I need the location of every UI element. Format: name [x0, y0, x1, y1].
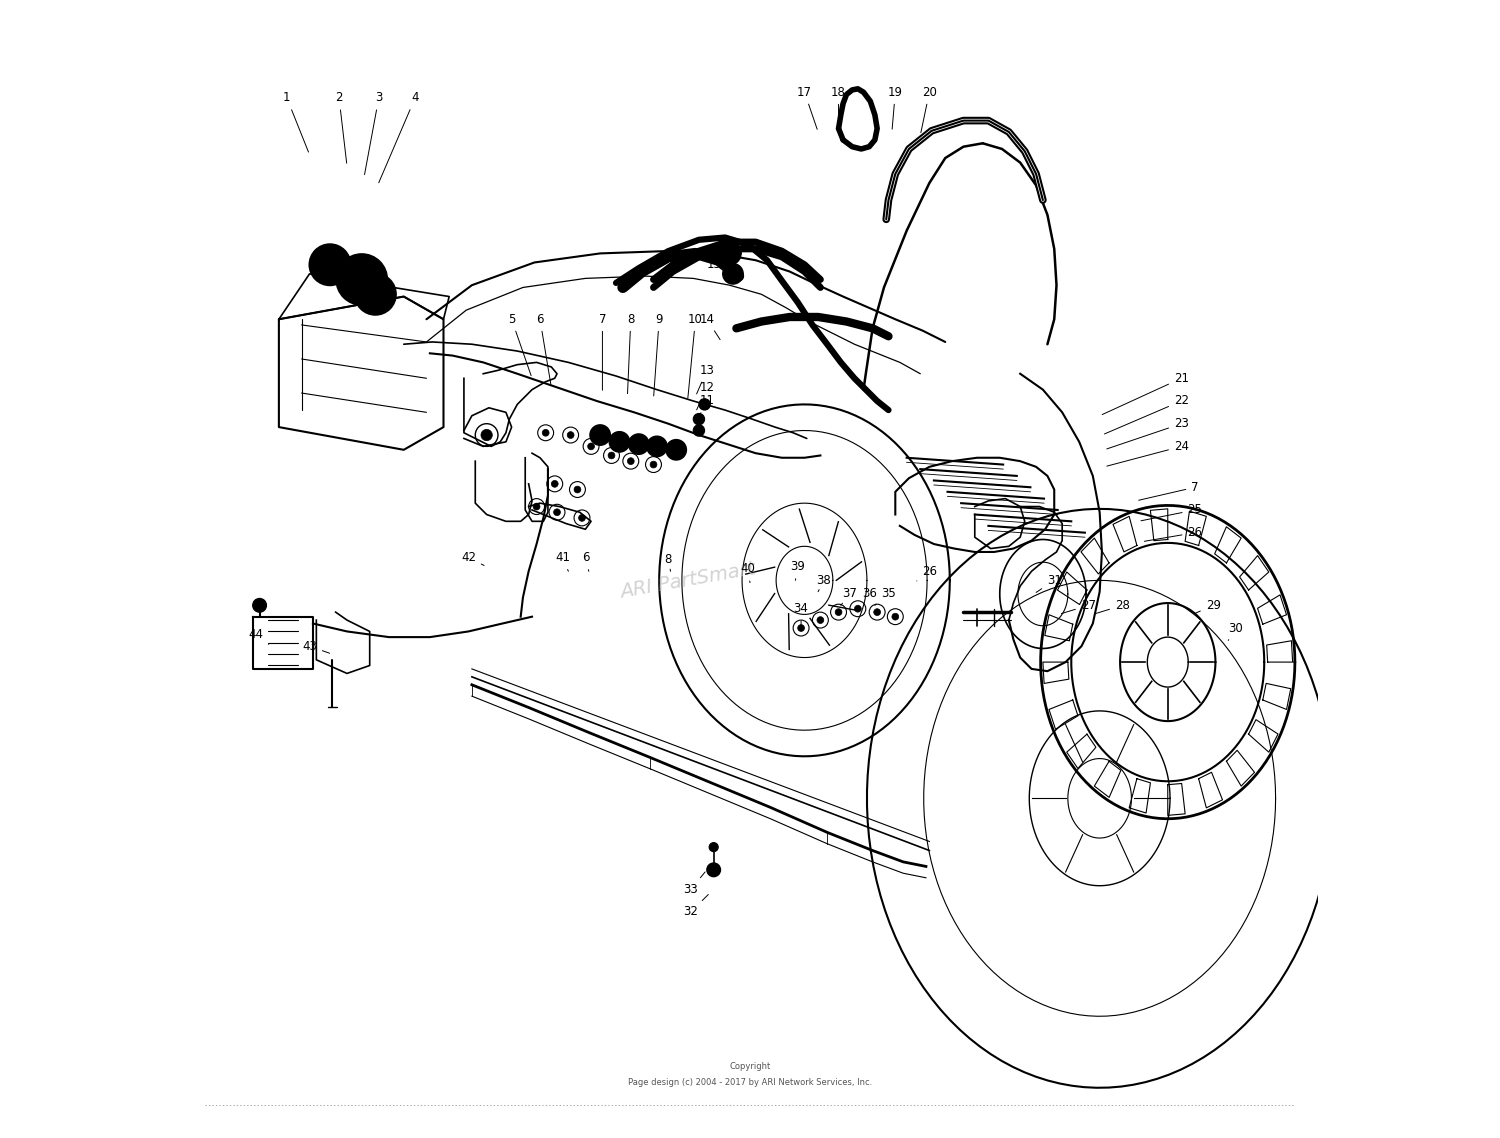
Circle shape [651, 440, 663, 452]
Circle shape [627, 457, 634, 464]
Circle shape [608, 452, 615, 459]
Text: 8: 8 [627, 313, 634, 394]
Text: 32: 32 [684, 894, 708, 918]
Text: 11: 11 [698, 395, 714, 421]
Text: 16: 16 [706, 245, 724, 257]
Text: Page design (c) 2004 - 2017 by ARI Network Services, Inc.: Page design (c) 2004 - 2017 by ARI Netwo… [628, 1078, 872, 1087]
Text: 23: 23 [1107, 418, 1190, 448]
Circle shape [710, 842, 718, 851]
Text: 30: 30 [1228, 621, 1244, 641]
Text: 14: 14 [699, 313, 720, 339]
Text: 18: 18 [831, 85, 846, 126]
Text: ARI PartSmart: ARI PartSmart [618, 559, 758, 602]
Text: 40: 40 [741, 562, 754, 583]
Text: 29: 29 [1196, 599, 1221, 613]
Circle shape [316, 251, 344, 279]
Circle shape [798, 625, 804, 632]
Circle shape [567, 431, 574, 438]
Circle shape [254, 599, 267, 612]
Text: 8: 8 [664, 553, 672, 571]
Circle shape [482, 429, 492, 440]
Text: 6: 6 [536, 313, 550, 385]
Text: 2: 2 [336, 91, 346, 163]
Circle shape [594, 429, 606, 440]
Text: 44: 44 [249, 628, 268, 644]
Circle shape [574, 486, 580, 493]
Text: 21: 21 [1102, 372, 1190, 414]
Text: Copyright: Copyright [729, 1062, 771, 1071]
Circle shape [650, 461, 657, 468]
Text: 41: 41 [555, 551, 570, 571]
Text: 33: 33 [684, 872, 705, 896]
Text: 13: 13 [696, 364, 714, 394]
Text: 4: 4 [378, 91, 419, 183]
Circle shape [614, 436, 626, 447]
Circle shape [633, 438, 645, 450]
Circle shape [628, 434, 650, 454]
Text: 9: 9 [654, 313, 663, 396]
Text: 1: 1 [284, 91, 309, 152]
Circle shape [309, 245, 351, 286]
Text: 37: 37 [842, 587, 858, 605]
Circle shape [543, 429, 549, 436]
Circle shape [609, 431, 630, 452]
Text: 15: 15 [706, 258, 728, 274]
Circle shape [723, 247, 736, 261]
Text: 24: 24 [1107, 440, 1190, 467]
Text: 36: 36 [858, 587, 876, 605]
Circle shape [693, 424, 705, 436]
Text: 10: 10 [688, 313, 703, 398]
Circle shape [670, 444, 682, 455]
Text: 42: 42 [460, 551, 484, 566]
Circle shape [718, 242, 741, 265]
Circle shape [836, 609, 842, 616]
Text: 26: 26 [916, 564, 938, 580]
Text: 7: 7 [1138, 480, 1198, 501]
Text: 5: 5 [509, 313, 531, 376]
Circle shape [693, 413, 705, 424]
Text: 12: 12 [696, 381, 714, 410]
Text: 28: 28 [1095, 599, 1130, 613]
Circle shape [356, 274, 396, 315]
Text: 38: 38 [816, 574, 831, 592]
Circle shape [723, 264, 742, 284]
Text: 26: 26 [1144, 526, 1203, 542]
Circle shape [552, 480, 558, 487]
Text: 17: 17 [796, 85, 818, 130]
Text: 27: 27 [1062, 599, 1096, 613]
Text: 34: 34 [794, 602, 808, 625]
Text: 19: 19 [888, 85, 903, 130]
Circle shape [554, 509, 561, 516]
Circle shape [666, 439, 687, 460]
Circle shape [818, 617, 824, 624]
Text: 25: 25 [1142, 503, 1203, 521]
Circle shape [855, 605, 861, 612]
Text: 7: 7 [598, 313, 606, 390]
Circle shape [338, 255, 387, 305]
Text: 20: 20 [921, 85, 938, 133]
Circle shape [699, 398, 711, 410]
Circle shape [892, 613, 898, 620]
Circle shape [579, 514, 585, 521]
Text: 35: 35 [874, 587, 896, 605]
Circle shape [588, 443, 594, 450]
Circle shape [590, 424, 610, 445]
Circle shape [532, 503, 540, 510]
Text: 43: 43 [302, 640, 330, 653]
Text: 22: 22 [1104, 395, 1190, 434]
Circle shape [873, 609, 880, 616]
Text: 39: 39 [790, 560, 806, 580]
Circle shape [706, 863, 720, 876]
Text: 31: 31 [1036, 574, 1062, 593]
Text: 6: 6 [582, 551, 590, 571]
Text: 3: 3 [364, 91, 382, 174]
Circle shape [646, 436, 668, 456]
